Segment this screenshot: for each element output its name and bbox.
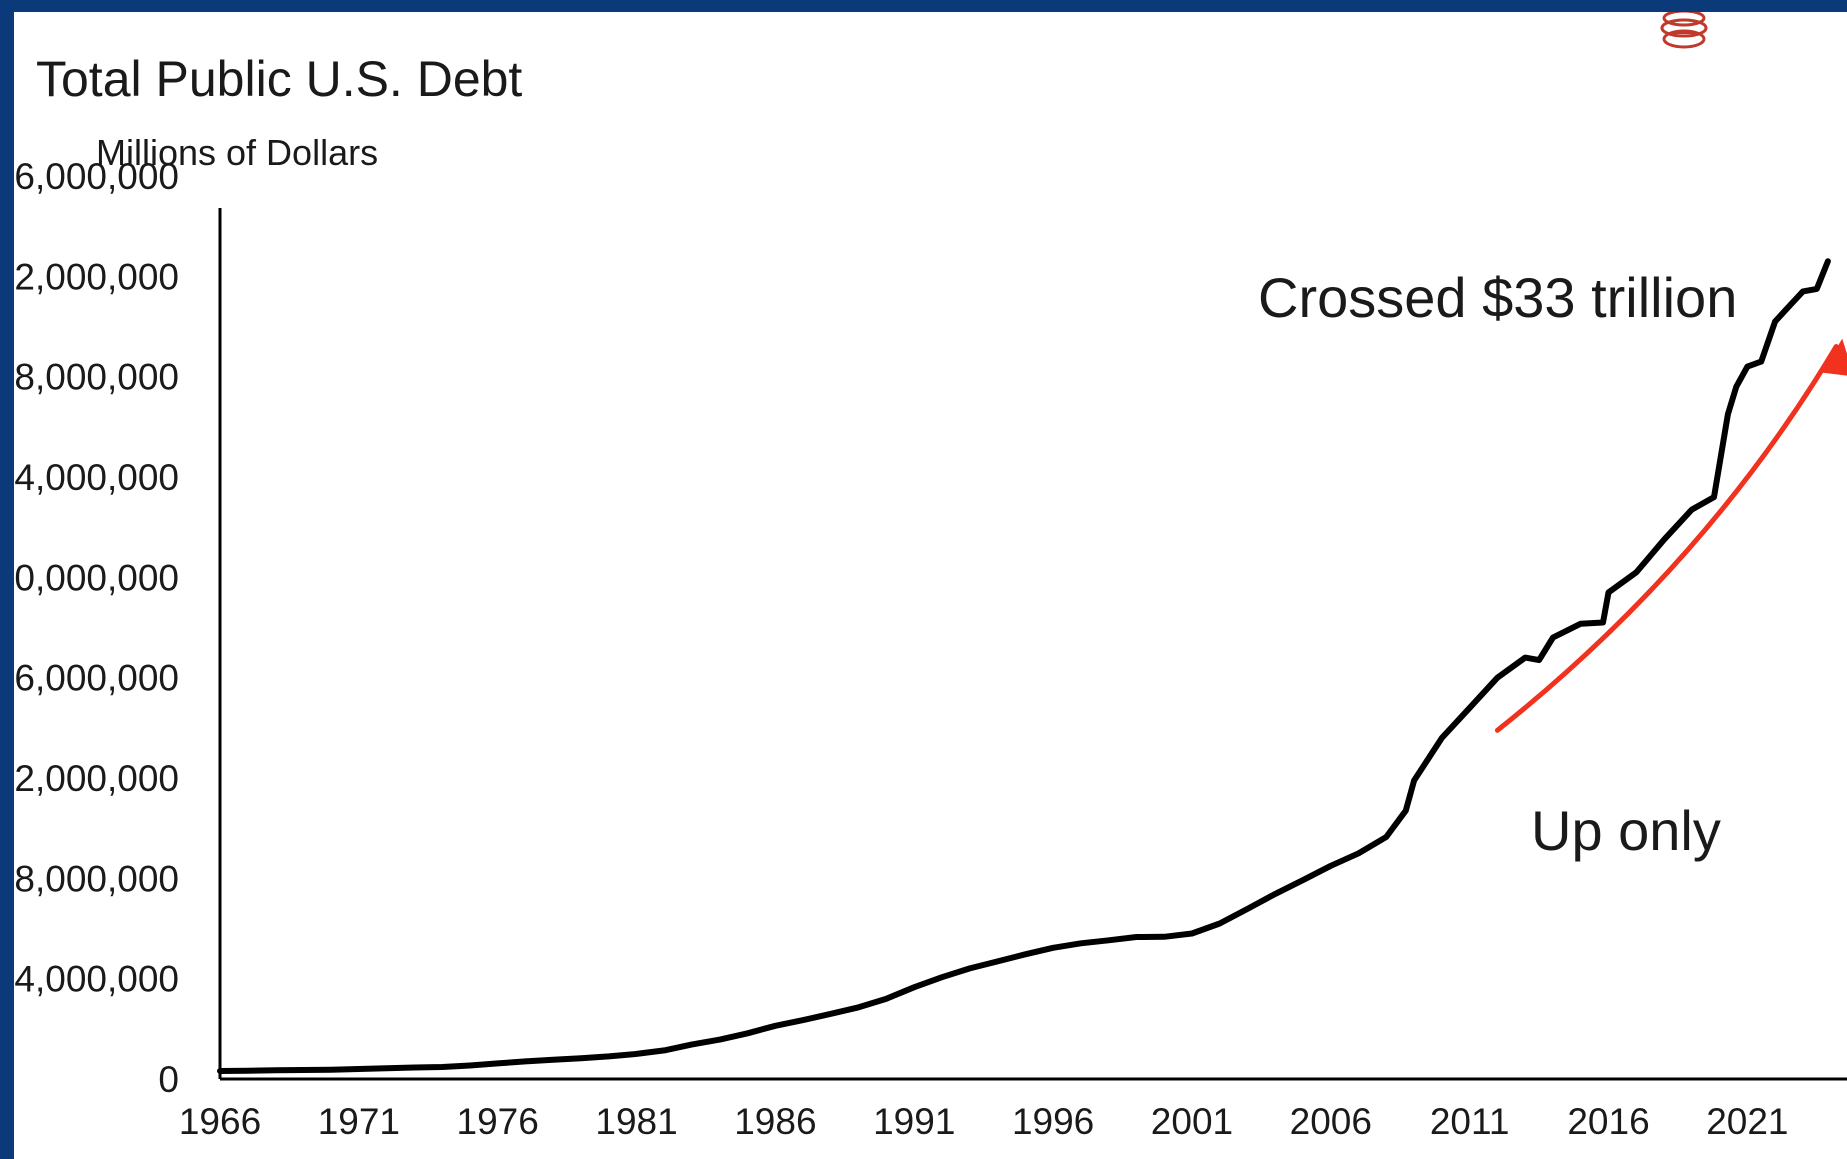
y-tick-label: 0	[158, 1059, 179, 1100]
y-tick-label: 20,000,000	[14, 557, 179, 598]
y-tick-label: 12,000,000	[14, 758, 179, 799]
x-tick-label: 1996	[1012, 1101, 1094, 1142]
coin-stack-icon	[1660, 12, 1708, 49]
x-tick-label: 1986	[734, 1101, 816, 1142]
x-tick-label: 2016	[1567, 1101, 1649, 1142]
publisher-logo	[1654, 12, 1847, 64]
y-tick-label: 16,000,000	[14, 658, 179, 699]
y-tick-label: 28,000,000	[14, 357, 179, 398]
x-tick-label: 1966	[179, 1101, 261, 1142]
x-tick-label: 2006	[1290, 1101, 1372, 1142]
annotation-up-only: Up only	[1531, 799, 1721, 862]
y-axis-unit-label: Millions of Dollars	[96, 132, 379, 173]
debt-series-line	[217, 258, 1831, 1074]
y-tick-label: 24,000,000	[14, 457, 179, 498]
x-tick-label: 2001	[1151, 1101, 1233, 1142]
x-tick-label: 2011	[1430, 1101, 1510, 1142]
x-tick-label: 1976	[457, 1101, 539, 1142]
line-chart-svg: 0 4,000,000 8,000,000 12,000,000 16,000,000 2…	[14, 156, 1847, 1142]
y-tick-label: 8,000,000	[14, 858, 179, 899]
x-tick-label: 1981	[595, 1101, 677, 1142]
chart-title: Total Public U.S. Debt	[36, 51, 523, 107]
x-tick-label: 1991	[873, 1101, 955, 1142]
x-tick-label: 2021	[1706, 1101, 1788, 1142]
chart-frame: Total Public U.S. Debt Millions of Dolla…	[14, 12, 1847, 1159]
y-tick-label: 4,000,000	[14, 959, 179, 1000]
trend-arrow-shaft	[1494, 344, 1839, 733]
y-tick-label: 36,000,000	[14, 156, 179, 197]
annotation-crossed: Crossed $33 trillion	[1258, 266, 1737, 329]
trend-arrow-head	[1822, 338, 1847, 376]
x-tick-label: 1971	[318, 1101, 400, 1142]
y-tick-label: 32,000,000	[14, 256, 179, 297]
